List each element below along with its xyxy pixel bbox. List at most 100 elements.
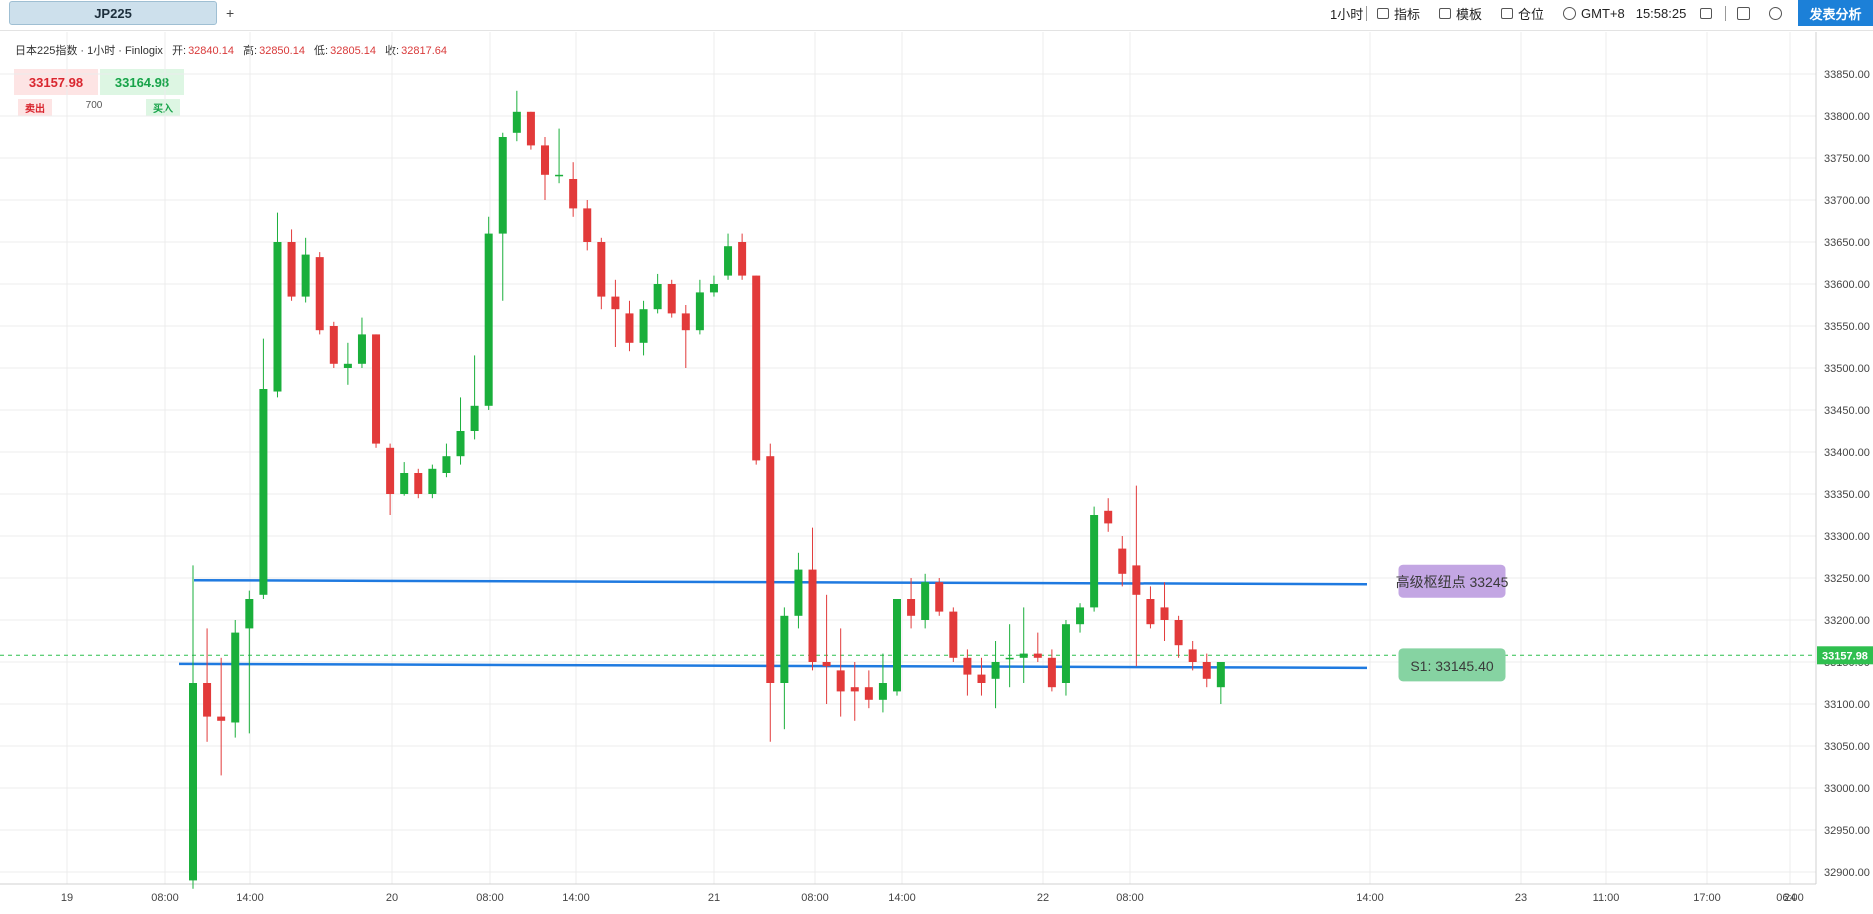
y-tick-label: 33050.00 <box>1824 741 1870 753</box>
candle-body <box>878 683 887 700</box>
candle-body <box>1118 548 1127 574</box>
indicators-icon <box>1377 7 1389 19</box>
candle-body <box>484 233 493 406</box>
candle-body <box>639 309 648 343</box>
candle-body <box>780 615 789 683</box>
x-tick-label: 06:00 <box>1776 892 1804 904</box>
candle-body <box>217 716 226 721</box>
candle-body <box>1033 653 1042 658</box>
quantity-field[interactable]: 700 <box>85 100 103 111</box>
candle-body <box>1132 565 1141 595</box>
candle-body <box>935 582 944 612</box>
pivot-level-line <box>193 578 1368 586</box>
x-tick-label: 14:00 <box>562 892 590 904</box>
candle-body <box>695 292 704 331</box>
candle-body <box>1174 620 1183 646</box>
x-tick-label: 23 <box>1515 892 1527 904</box>
candle-body <box>343 363 352 368</box>
candle-body <box>794 569 803 616</box>
close-value: 32817.64 <box>401 45 447 57</box>
candle-body <box>1019 653 1028 658</box>
sell-button[interactable]: 卖出 <box>18 99 52 116</box>
y-tick-label: 33750.00 <box>1824 153 1870 165</box>
candle-body <box>611 296 620 310</box>
y-tick-label: 33650.00 <box>1824 237 1870 249</box>
candle-body <box>189 683 197 881</box>
trade-widget: 33157.98 33164.98 卖出 700 买入 <box>14 69 184 119</box>
sell-price-box[interactable]: 33157.98 <box>14 69 98 95</box>
candle-body <box>949 611 958 658</box>
open-value: 32840.14 <box>188 45 234 57</box>
positions-icon <box>1501 7 1513 19</box>
candle-body <box>625 313 634 343</box>
candle-body <box>400 473 409 494</box>
candle-body <box>724 246 733 276</box>
positions-button[interactable]: 仓位 <box>1501 0 1544 26</box>
candle-body <box>1160 607 1169 620</box>
y-tick-label: 33600.00 <box>1824 279 1870 291</box>
y-tick-label: 33200.00 <box>1824 615 1870 627</box>
candle-body <box>470 405 479 431</box>
candle-body <box>738 242 747 276</box>
x-tick-label: 22 <box>1037 892 1049 904</box>
candle-body <box>526 111 535 146</box>
templates-button[interactable]: 模板 <box>1439 0 1482 26</box>
screenshot-button[interactable] <box>1700 0 1712 26</box>
x-tick-label: 14:00 <box>236 892 264 904</box>
y-tick-label: 33000.00 <box>1824 783 1870 795</box>
add-tab-button[interactable]: + <box>226 5 235 21</box>
candle-body <box>442 456 451 473</box>
candle-body <box>1104 510 1113 524</box>
candle-body <box>231 632 240 723</box>
candle-body <box>1047 657 1056 688</box>
indicators-button[interactable]: 指标 <box>1377 0 1420 26</box>
y-tick-label: 33700.00 <box>1824 195 1870 207</box>
settings-button[interactable] <box>1769 0 1782 26</box>
pivot-level-label-box <box>1398 564 1506 598</box>
layout-button[interactable] <box>1737 0 1750 26</box>
symbol-title: 日本225指数 · 1小时 · Finlogix <box>15 45 163 57</box>
candle-body <box>907 599 916 616</box>
candle-body <box>273 242 282 392</box>
candle-body <box>203 683 212 717</box>
candle-body <box>864 687 873 700</box>
high-value: 32850.14 <box>259 45 305 57</box>
x-tick-label: 14:00 <box>888 892 916 904</box>
publish-analysis-button[interactable]: 发表分析 <box>1798 0 1873 26</box>
interval-selector[interactable]: 1小时 <box>1330 0 1363 26</box>
interval-label: 1小时 <box>1330 6 1364 22</box>
candle-body <box>597 242 606 297</box>
x-tick-label: 20 <box>386 892 398 904</box>
camera-icon <box>1700 7 1712 19</box>
positions-label: 仓位 <box>1518 6 1545 22</box>
y-tick-label: 33300.00 <box>1824 531 1870 543</box>
y-tick-label: 33800.00 <box>1824 111 1870 123</box>
x-tick-label: 24 <box>1784 892 1796 904</box>
y-tick-label: 33550.00 <box>1824 321 1870 333</box>
buy-price-box[interactable]: 33164.98 <box>100 69 184 95</box>
candle-body <box>1061 624 1070 683</box>
candle-body <box>555 174 564 177</box>
candle-body <box>301 254 310 297</box>
candle-body <box>893 599 901 692</box>
candle-body <box>1076 607 1085 625</box>
candle-body <box>1216 662 1225 688</box>
candle-body <box>822 662 831 667</box>
clock-label: 15:58:25 <box>1635 5 1687 21</box>
candle-body <box>709 284 718 293</box>
candle-body <box>766 456 775 683</box>
candle-body <box>850 687 859 692</box>
globe-icon <box>1563 6 1576 20</box>
pivot-level-label-text: 高级枢纽点 33245 <box>1396 574 1509 590</box>
tab-jp225[interactable]: JP225 <box>9 1 217 25</box>
y-tick-label: 32950.00 <box>1824 825 1870 837</box>
buy-button[interactable]: 买入 <box>146 99 180 116</box>
x-tick-label: 17:00 <box>1693 892 1721 904</box>
candle-body <box>836 670 845 692</box>
y-tick-label: 33400.00 <box>1824 447 1870 459</box>
low-label: 低: <box>314 45 329 57</box>
candle-body <box>752 275 761 461</box>
x-tick-label: 21 <box>708 892 720 904</box>
timezone-selector[interactable]: GMT+8 15:58:25 <box>1563 0 1686 26</box>
